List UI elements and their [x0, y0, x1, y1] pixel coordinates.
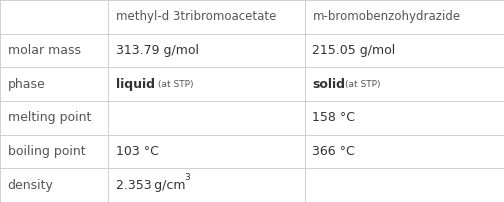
- Text: m-bromobenzohydrazide: m-bromobenzohydrazide: [312, 10, 461, 23]
- Text: melting point: melting point: [8, 111, 91, 124]
- Text: (at STP): (at STP): [158, 80, 193, 89]
- Text: methyl-d 3tribromoacetate: methyl-d 3tribromoacetate: [116, 10, 276, 23]
- Text: phase: phase: [8, 78, 45, 91]
- Text: 366 °C: 366 °C: [312, 145, 355, 158]
- Text: 313.79 g/mol: 313.79 g/mol: [116, 44, 199, 57]
- Text: solid: solid: [312, 78, 345, 91]
- Text: 103 °C: 103 °C: [116, 145, 159, 158]
- Text: 158 °C: 158 °C: [312, 111, 355, 124]
- Text: liquid: liquid: [116, 78, 155, 91]
- Text: density: density: [8, 179, 53, 192]
- Text: 2.353 g/cm: 2.353 g/cm: [116, 179, 185, 192]
- Text: (at STP): (at STP): [345, 80, 381, 89]
- Text: molar mass: molar mass: [8, 44, 81, 57]
- Text: boiling point: boiling point: [8, 145, 85, 158]
- Text: 3: 3: [184, 173, 190, 182]
- Text: 215.05 g/mol: 215.05 g/mol: [312, 44, 396, 57]
